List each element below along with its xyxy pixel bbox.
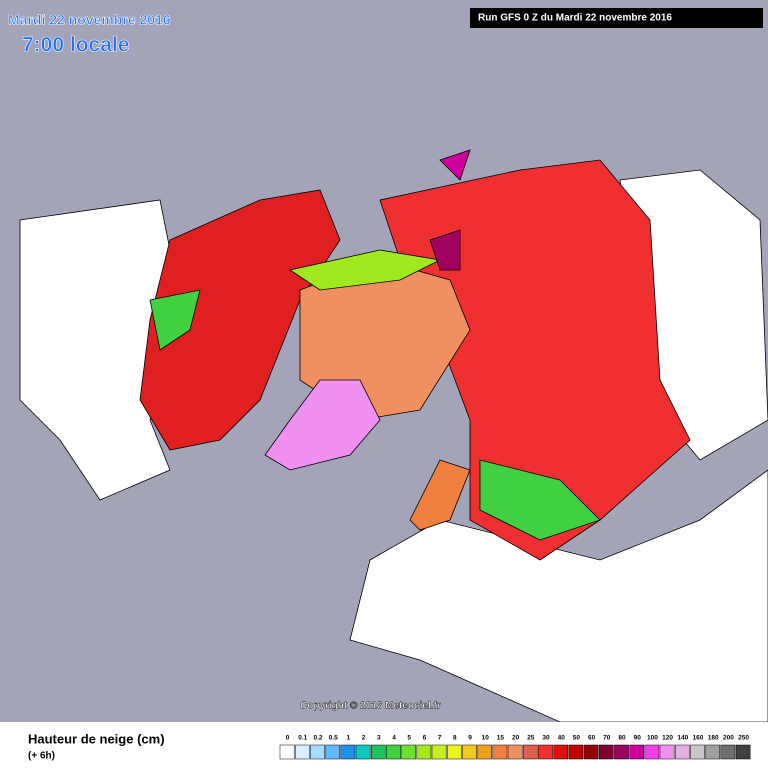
legend-swatch: [659, 744, 675, 760]
legend-label: 180: [708, 735, 719, 742]
scandinavia: [409, 459, 471, 531]
legend-label: 0.1: [298, 735, 307, 742]
legend: 0 0.1 0.2 0.5 1 2 3 4 5 6 7 8 9 10 15 20 25 30 40 50 60 70 80 9…: [279, 735, 751, 760]
legend-swatch: [462, 744, 477, 760]
legend-label: 9: [468, 735, 472, 742]
legend-label: 160: [693, 735, 704, 742]
greenland: [264, 379, 381, 471]
legend-swatch: [446, 744, 462, 760]
legend-swatch: [279, 744, 295, 760]
north-america: [19, 199, 181, 501]
time-label: 7:00 locale: [22, 34, 129, 57]
legend-label: 30: [542, 735, 550, 742]
legend-label: 100: [647, 735, 658, 742]
legend-label: 4: [392, 735, 396, 742]
copyright: Copyright © 2016 Meteociel.fr: [300, 701, 441, 712]
footer-title: Hauteur de neige (cm): [28, 731, 165, 746]
land: [19, 149, 768, 723]
legend-swatch: [720, 744, 736, 760]
footer-step: (+ 6h): [28, 751, 55, 762]
legend-swatch: [386, 744, 401, 760]
run-label: Run GFS 0 Z du Mardi 22 novembre 2016: [478, 13, 672, 24]
legend-swatch: [340, 744, 356, 760]
legend-swatch: [477, 744, 493, 760]
legend-label: 140: [677, 735, 688, 742]
legend-label: 7: [438, 735, 442, 742]
legend-label: 200: [723, 735, 734, 742]
legend-label: 3: [377, 735, 381, 742]
legend-swatch: [583, 744, 599, 760]
canada-green: [149, 289, 201, 351]
legend-swatch: [705, 744, 721, 760]
date-title: Mardi 22 novembre 2016: [8, 12, 171, 28]
legend-label: 20: [512, 735, 520, 742]
legend-swatch: [310, 744, 325, 760]
legend-swatch: [522, 744, 538, 760]
legend-swatch: [325, 744, 341, 760]
legend-label: 120: [662, 735, 673, 742]
run-box: [470, 8, 763, 28]
taimyr: [429, 229, 461, 271]
legend-swatch: [629, 744, 645, 760]
legend-label: 2: [362, 735, 366, 742]
legend-label: 80: [618, 735, 626, 742]
legend-label: 90: [634, 735, 642, 742]
legend-label: 15: [497, 735, 505, 742]
legend-label: 6: [423, 735, 427, 742]
legend-label: 8: [453, 735, 457, 742]
legend-swatch: [553, 744, 569, 760]
legend-swatch: [690, 744, 705, 760]
legend-label: 5: [407, 735, 411, 742]
legend-swatch: [538, 744, 553, 760]
novaya: [439, 149, 471, 181]
russia-green: [479, 459, 601, 541]
legend-swatch: [294, 744, 310, 760]
legend-swatch: [644, 744, 660, 760]
legend-swatch: [401, 744, 417, 760]
legend-label: 60: [588, 735, 596, 742]
legend-swatch: [507, 744, 523, 760]
arctic-edge: [288, 249, 442, 291]
legend-swatch: [614, 744, 629, 760]
legend-label: 0.5: [329, 735, 338, 742]
legend-swatch: [674, 744, 690, 760]
legend-label: 40: [558, 735, 566, 742]
legend-swatch: [355, 744, 371, 760]
legend-label: 0: [286, 735, 290, 742]
legend-label: 0.2: [313, 735, 322, 742]
legend-swatch: [735, 744, 751, 760]
legend-label: 70: [603, 735, 611, 742]
legend-label: 25: [527, 735, 535, 742]
legend-swatch: [492, 744, 508, 760]
legend-swatch: [416, 744, 432, 760]
legend-label: 1: [347, 735, 351, 742]
legend-swatch: [598, 744, 614, 760]
legend-swatch: [431, 744, 447, 760]
legend-label: 50: [573, 735, 581, 742]
legend-label: 10: [482, 735, 490, 742]
legend-swatch: [370, 744, 386, 760]
legend-swatch: [568, 744, 584, 760]
legend-label: 250: [738, 735, 749, 742]
canada-snow: [139, 189, 341, 451]
